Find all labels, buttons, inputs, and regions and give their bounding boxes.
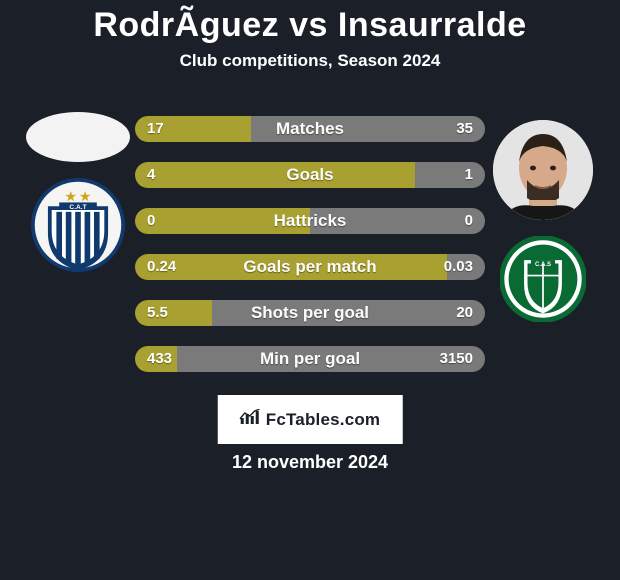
stat-bar-right-fill — [251, 116, 486, 142]
stat-bar-left-fill — [135, 300, 212, 326]
chart-icon — [240, 409, 260, 430]
stat-bar: Hattricks00 — [135, 208, 485, 234]
stat-bar-right-fill — [212, 300, 485, 326]
watermark-text: FcTables.com — [266, 410, 381, 430]
stat-bar-left-fill — [135, 208, 310, 234]
stat-bar-right-fill — [447, 254, 486, 280]
subtitle: Club competitions, Season 2024 — [0, 51, 620, 71]
player2-team-badge: C.A.S — [500, 236, 586, 322]
svg-text:C.A.T: C.A.T — [69, 204, 86, 211]
stat-bar-left-fill — [135, 254, 447, 280]
stat-bar: Goals per match0.240.03 — [135, 254, 485, 280]
stat-bar: Min per goal4333150 — [135, 346, 485, 372]
stat-bar-right-fill — [177, 346, 485, 372]
date-label: 12 november 2024 — [0, 452, 620, 473]
player2-name: Insaurralde — [338, 6, 527, 44]
watermark: FcTables.com — [218, 395, 403, 444]
left-side-column: ★ ★ C.A.T — [20, 110, 135, 272]
stat-bar-left-fill — [135, 346, 177, 372]
stat-bar-left-fill — [135, 162, 415, 188]
player1-name: RodrÃ­guez — [93, 6, 279, 44]
stat-bar: Matches1735 — [135, 116, 485, 142]
versus-label: vs — [289, 6, 328, 44]
right-side-column: C.A.S — [485, 110, 600, 322]
stat-bar: Goals41 — [135, 162, 485, 188]
player1-photo — [26, 112, 130, 162]
player1-team-badge: ★ ★ C.A.T — [31, 178, 125, 272]
svg-text:★ ★: ★ ★ — [65, 190, 90, 204]
stat-bar-right-fill — [310, 208, 485, 234]
comparison-row: ★ ★ C.A.T Matches1735Goals4 — [0, 110, 620, 372]
stat-bar: Shots per goal5.520 — [135, 300, 485, 326]
stat-bars: Matches1735 Goals41 Hattricks00 Goals per m… — [135, 110, 485, 372]
stat-bar-left-fill — [135, 116, 251, 142]
page-title: RodrÃ­guez vs Insaurralde — [0, 0, 620, 45]
player2-photo — [493, 120, 593, 220]
stat-bar-right-fill — [415, 162, 485, 188]
